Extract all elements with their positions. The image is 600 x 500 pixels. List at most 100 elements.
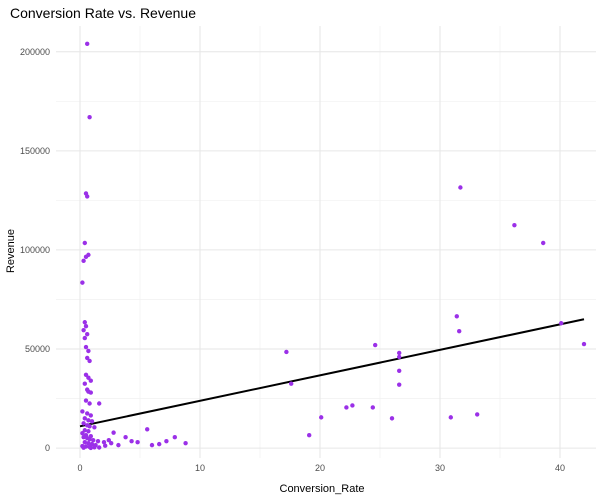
data-point: [87, 436, 92, 442]
data-points: [80, 41, 587, 451]
x-axis-label: Conversion_Rate: [280, 483, 365, 495]
y-tick-label: 0: [45, 443, 50, 453]
data-point: [80, 431, 85, 436]
data-point: [85, 194, 90, 199]
y-axis-label: Revenue: [5, 229, 17, 273]
data-point: [81, 445, 86, 450]
data-point: [344, 405, 349, 410]
y-tick-label: 150000: [20, 146, 50, 156]
data-point: [475, 412, 480, 417]
data-point: [87, 358, 92, 364]
data-point: [80, 409, 85, 414]
grid: [56, 26, 596, 458]
data-point: [88, 390, 94, 395]
data-point: [541, 240, 546, 246]
data-point: [106, 437, 112, 443]
tick-labels: 0 10 20 30 40 0 50000 100000 150000 200000: [20, 47, 565, 473]
data-point: [111, 430, 116, 435]
data-point: [157, 441, 162, 447]
data-point: [81, 421, 86, 426]
data-point: [88, 378, 94, 383]
data-point: [458, 185, 463, 190]
data-point: [397, 382, 402, 387]
x-tick-label: 10: [195, 463, 205, 473]
data-point: [81, 258, 86, 264]
data-point: [85, 355, 90, 361]
data-point: [116, 442, 121, 448]
data-point: [123, 434, 128, 440]
data-point: [145, 427, 150, 432]
y-tick-label: 200000: [20, 47, 50, 57]
data-point: [457, 328, 462, 334]
data-point: [85, 411, 90, 416]
y-tick-label: 50000: [25, 344, 50, 354]
x-tick-label: 40: [555, 463, 565, 473]
data-point: [87, 114, 92, 120]
data-point: [172, 434, 177, 440]
data-point: [81, 327, 86, 333]
data-point: [109, 440, 114, 446]
data-point: [397, 354, 402, 360]
x-tick-label: 20: [315, 463, 325, 473]
data-point: [135, 439, 140, 445]
data-point: [448, 415, 453, 420]
data-point: [82, 416, 88, 421]
data-point: [149, 442, 155, 448]
data-point: [82, 439, 88, 445]
data-point: [88, 413, 94, 418]
data-point: [83, 398, 89, 403]
data-point: [81, 434, 86, 440]
data-point: [91, 437, 96, 443]
data-point: [319, 415, 324, 420]
data-point: [82, 428, 88, 433]
data-point: [83, 372, 89, 377]
trend-line: [79, 318, 585, 428]
data-point: [350, 403, 355, 408]
data-point: [95, 438, 101, 444]
data-point: [83, 344, 89, 350]
data-point: [307, 433, 312, 438]
data-point: [389, 416, 395, 421]
data-point: [101, 439, 107, 445]
data-point: [85, 331, 90, 337]
data-point: [86, 440, 91, 446]
data-point: [289, 381, 294, 386]
data-point: [284, 349, 289, 355]
data-point: [103, 443, 108, 448]
data-point: [86, 429, 91, 434]
data-point: [397, 350, 402, 356]
data-point: [86, 375, 91, 380]
data-point: [86, 418, 91, 423]
data-point: [373, 342, 378, 348]
data-point: [370, 405, 375, 410]
y-tick-label: 100000: [20, 245, 50, 255]
data-point: [129, 438, 134, 444]
data-point: [88, 445, 94, 451]
data-point: [397, 368, 402, 374]
data-point: [559, 321, 564, 326]
data-point: [87, 401, 92, 406]
data-point: [581, 341, 587, 347]
data-point: [83, 324, 89, 329]
data-point: [97, 445, 102, 450]
x-tick-label: 30: [435, 463, 445, 473]
data-point: [164, 438, 169, 444]
data-point: [86, 348, 91, 354]
data-point: [454, 314, 459, 319]
data-point: [87, 424, 92, 429]
chart-title: Conversion Rate vs. Revenue: [10, 5, 196, 21]
data-point: [85, 41, 90, 47]
data-point: [183, 440, 188, 446]
data-point: [82, 240, 88, 246]
x-tick-label: 0: [77, 463, 82, 473]
data-point: [97, 401, 102, 406]
data-point: [92, 425, 97, 430]
data-point: [82, 381, 88, 386]
data-point: [82, 320, 88, 325]
data-point: [83, 254, 89, 260]
data-point: [82, 335, 88, 341]
data-point: [512, 222, 517, 228]
data-point: [92, 445, 97, 450]
data-point: [89, 419, 95, 424]
